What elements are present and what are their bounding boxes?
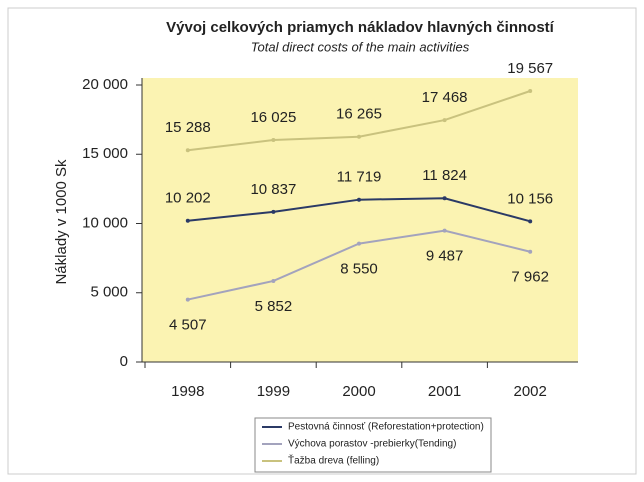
data-label: 4 507	[169, 317, 207, 334]
point	[357, 197, 361, 202]
point	[528, 249, 533, 254]
data-label: 16 025	[250, 109, 296, 126]
point	[185, 218, 190, 223]
data-label: 15 288	[165, 119, 211, 136]
y-tick-label: 10 000	[82, 214, 128, 231]
point	[528, 219, 533, 224]
legend	[254, 417, 492, 473]
data-label: 16 265	[336, 106, 382, 123]
legend-label: Pestovná činnosť (Reforestation+protecti…	[288, 422, 484, 433]
x-tick-label: 2000	[342, 383, 375, 400]
point	[271, 209, 276, 214]
legend-label: Výchova porastov -prebierky(Tending)	[288, 439, 456, 450]
data-label: 17 468	[422, 89, 468, 106]
point	[357, 134, 361, 139]
x-tick-label: 1998	[171, 383, 204, 400]
chart-subtitle: Total direct costs of the main activitie…	[251, 39, 470, 54]
point	[185, 297, 190, 302]
y-tick-label: 15 000	[82, 145, 128, 162]
data-label: 9 487	[426, 248, 464, 265]
data-label: 7 962	[511, 269, 549, 286]
data-label: 10 156	[507, 190, 553, 207]
x-tick-label: 1999	[257, 383, 290, 400]
data-label: 10 837	[250, 181, 296, 198]
point	[442, 196, 447, 201]
data-label: 19 567	[507, 60, 553, 77]
y-tick-label: 0	[120, 353, 128, 370]
y-tick-label: 5 000	[90, 284, 128, 301]
legend-label: Ťažba dreva (felling)	[288, 454, 379, 467]
y-axis-title: Náklady v 1000 Sk	[53, 159, 70, 285]
data-label: 5 852	[255, 298, 293, 315]
x-tick-label: 2001	[428, 383, 461, 400]
point	[357, 241, 361, 246]
y-tick-label: 20 000	[82, 76, 128, 93]
point	[528, 88, 533, 93]
point	[442, 118, 447, 123]
point	[271, 278, 276, 283]
data-label: 10 202	[165, 190, 211, 207]
data-label: 11 719	[337, 169, 382, 186]
chart-title: Vývoj celkových priamych nákladov hlavný…	[166, 19, 554, 36]
point	[442, 228, 447, 233]
point	[271, 138, 276, 143]
data-label: 11 824	[422, 167, 467, 184]
x-tick-label: 2002	[514, 383, 547, 400]
point	[185, 148, 190, 153]
plot-area	[142, 78, 578, 362]
data-label: 8 550	[340, 261, 378, 278]
